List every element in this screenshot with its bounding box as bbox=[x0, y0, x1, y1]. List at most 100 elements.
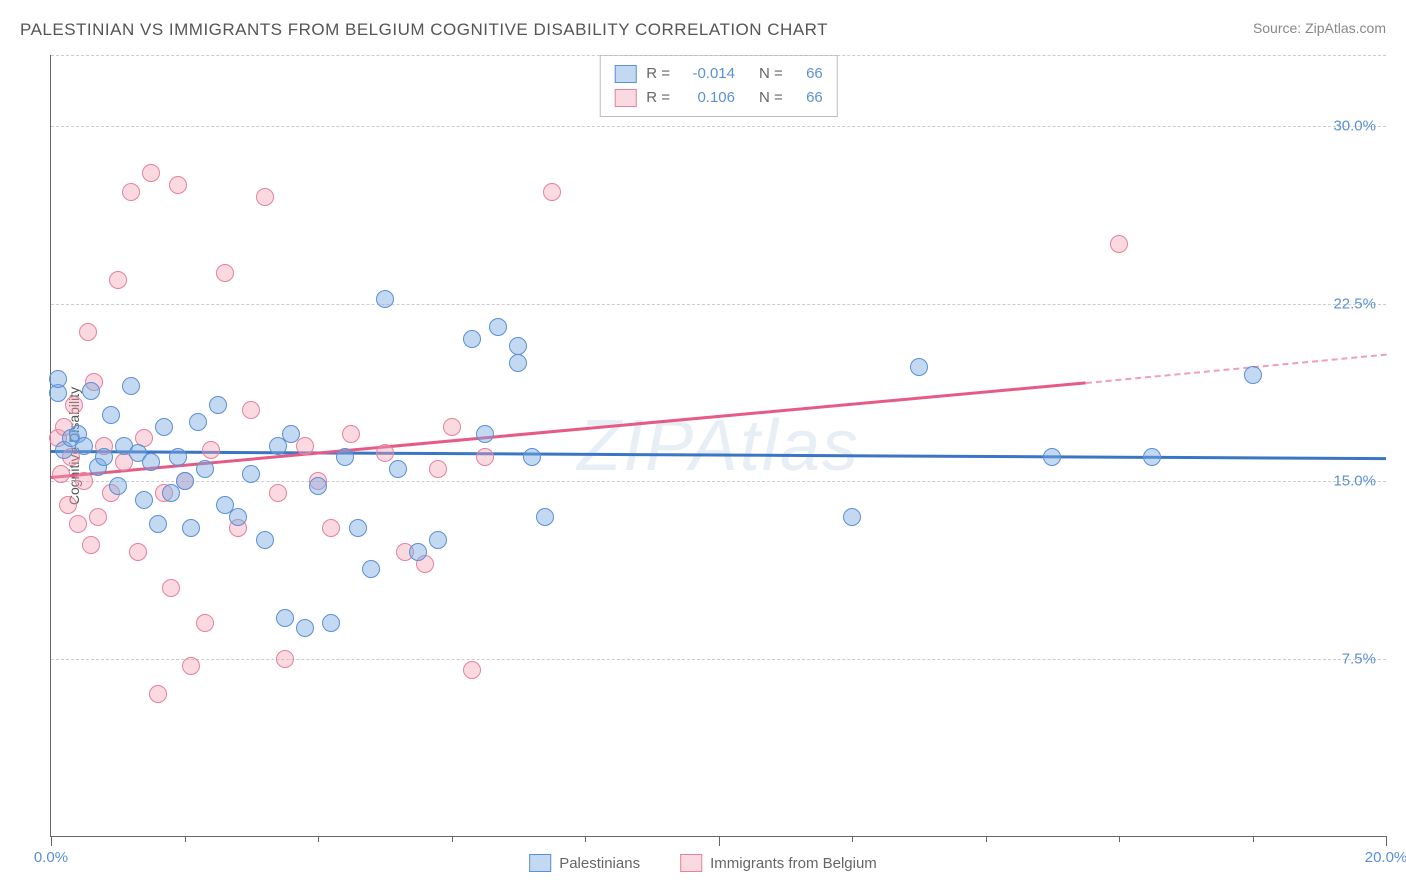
trend-line bbox=[1086, 353, 1387, 383]
data-point bbox=[429, 460, 447, 478]
data-point bbox=[489, 318, 507, 336]
data-point bbox=[276, 650, 294, 668]
data-point bbox=[463, 330, 481, 348]
source-attribution: Source: ZipAtlas.com bbox=[1253, 20, 1386, 36]
x-tick-minor bbox=[986, 836, 987, 842]
n-label: N = bbox=[759, 62, 783, 86]
data-point bbox=[276, 609, 294, 627]
data-point bbox=[322, 519, 340, 537]
data-point bbox=[376, 444, 394, 462]
correlation-legend: R =-0.014N =66R =0.106N =66 bbox=[599, 55, 838, 117]
data-point bbox=[1143, 448, 1161, 466]
data-point bbox=[109, 271, 127, 289]
scatter-chart: ZIPAtlas R =-0.014N =66R =0.106N =66 7.5… bbox=[50, 55, 1386, 837]
data-point bbox=[476, 425, 494, 443]
r-label: R = bbox=[646, 86, 670, 110]
legend-swatch bbox=[680, 854, 702, 872]
n-label: N = bbox=[759, 86, 783, 110]
y-tick-label: 15.0% bbox=[1333, 473, 1376, 490]
x-tick-minor bbox=[318, 836, 319, 842]
data-point bbox=[536, 508, 554, 526]
data-point bbox=[82, 382, 100, 400]
x-tick-label: 20.0% bbox=[1365, 849, 1406, 866]
data-point bbox=[523, 448, 541, 466]
legend-swatch bbox=[614, 65, 636, 83]
data-point bbox=[102, 406, 120, 424]
data-point bbox=[209, 396, 227, 414]
data-point bbox=[242, 401, 260, 419]
data-point bbox=[149, 685, 167, 703]
x-tick-label: 0.0% bbox=[34, 849, 68, 866]
n-value: 66 bbox=[793, 62, 823, 86]
data-point bbox=[142, 453, 160, 471]
chart-title: PALESTINIAN VS IMMIGRANTS FROM BELGIUM C… bbox=[20, 20, 828, 40]
data-point bbox=[69, 515, 87, 533]
data-point bbox=[216, 264, 234, 282]
data-point bbox=[282, 425, 300, 443]
y-tick-label: 22.5% bbox=[1333, 295, 1376, 312]
gridline bbox=[51, 126, 1386, 127]
gridline bbox=[51, 304, 1386, 305]
data-point bbox=[376, 290, 394, 308]
x-tick bbox=[1386, 836, 1387, 846]
data-point bbox=[135, 491, 153, 509]
data-point bbox=[65, 396, 83, 414]
source-label: Source: bbox=[1253, 20, 1301, 36]
data-point bbox=[342, 425, 360, 443]
data-point bbox=[142, 164, 160, 182]
gridline bbox=[51, 659, 1386, 660]
data-point bbox=[89, 508, 107, 526]
data-point bbox=[169, 176, 187, 194]
series-legend: Palestinians Immigrants from Belgium bbox=[529, 854, 877, 872]
legend-row: R =-0.014N =66 bbox=[614, 62, 823, 86]
x-tick-minor bbox=[1119, 836, 1120, 842]
data-point bbox=[49, 370, 67, 388]
data-point bbox=[129, 543, 147, 561]
data-point bbox=[202, 441, 220, 459]
data-point bbox=[169, 448, 187, 466]
x-tick-minor bbox=[1253, 836, 1254, 842]
data-point bbox=[256, 531, 274, 549]
data-point bbox=[349, 519, 367, 537]
legend-item: Immigrants from Belgium bbox=[680, 854, 877, 872]
data-point bbox=[362, 560, 380, 578]
data-point bbox=[543, 183, 561, 201]
gridline bbox=[51, 55, 1386, 56]
legend-label: Palestinians bbox=[559, 855, 640, 872]
x-tick-minor bbox=[585, 836, 586, 842]
data-point bbox=[182, 657, 200, 675]
x-tick bbox=[51, 836, 52, 846]
data-point bbox=[843, 508, 861, 526]
data-point bbox=[1110, 235, 1128, 253]
data-point bbox=[509, 337, 527, 355]
data-point bbox=[910, 358, 928, 376]
data-point bbox=[122, 183, 140, 201]
r-value: -0.014 bbox=[680, 62, 735, 86]
data-point bbox=[75, 437, 93, 455]
data-point bbox=[389, 460, 407, 478]
x-tick bbox=[719, 836, 720, 846]
data-point bbox=[59, 496, 77, 514]
data-point bbox=[269, 484, 287, 502]
data-point bbox=[162, 579, 180, 597]
legend-swatch bbox=[614, 89, 636, 107]
data-point bbox=[155, 418, 173, 436]
data-point bbox=[95, 448, 113, 466]
x-tick-minor bbox=[852, 836, 853, 842]
data-point bbox=[463, 661, 481, 679]
y-tick-label: 7.5% bbox=[1342, 650, 1376, 667]
data-point bbox=[509, 354, 527, 372]
data-point bbox=[109, 477, 127, 495]
data-point bbox=[429, 531, 447, 549]
data-point bbox=[1244, 366, 1262, 384]
data-point bbox=[122, 377, 140, 395]
data-point bbox=[52, 465, 70, 483]
data-point bbox=[189, 413, 207, 431]
legend-row: R =0.106N =66 bbox=[614, 86, 823, 110]
data-point bbox=[79, 323, 97, 341]
data-point bbox=[336, 448, 354, 466]
data-point bbox=[476, 448, 494, 466]
r-value: 0.106 bbox=[680, 86, 735, 110]
data-point bbox=[182, 519, 200, 537]
data-point bbox=[149, 515, 167, 533]
